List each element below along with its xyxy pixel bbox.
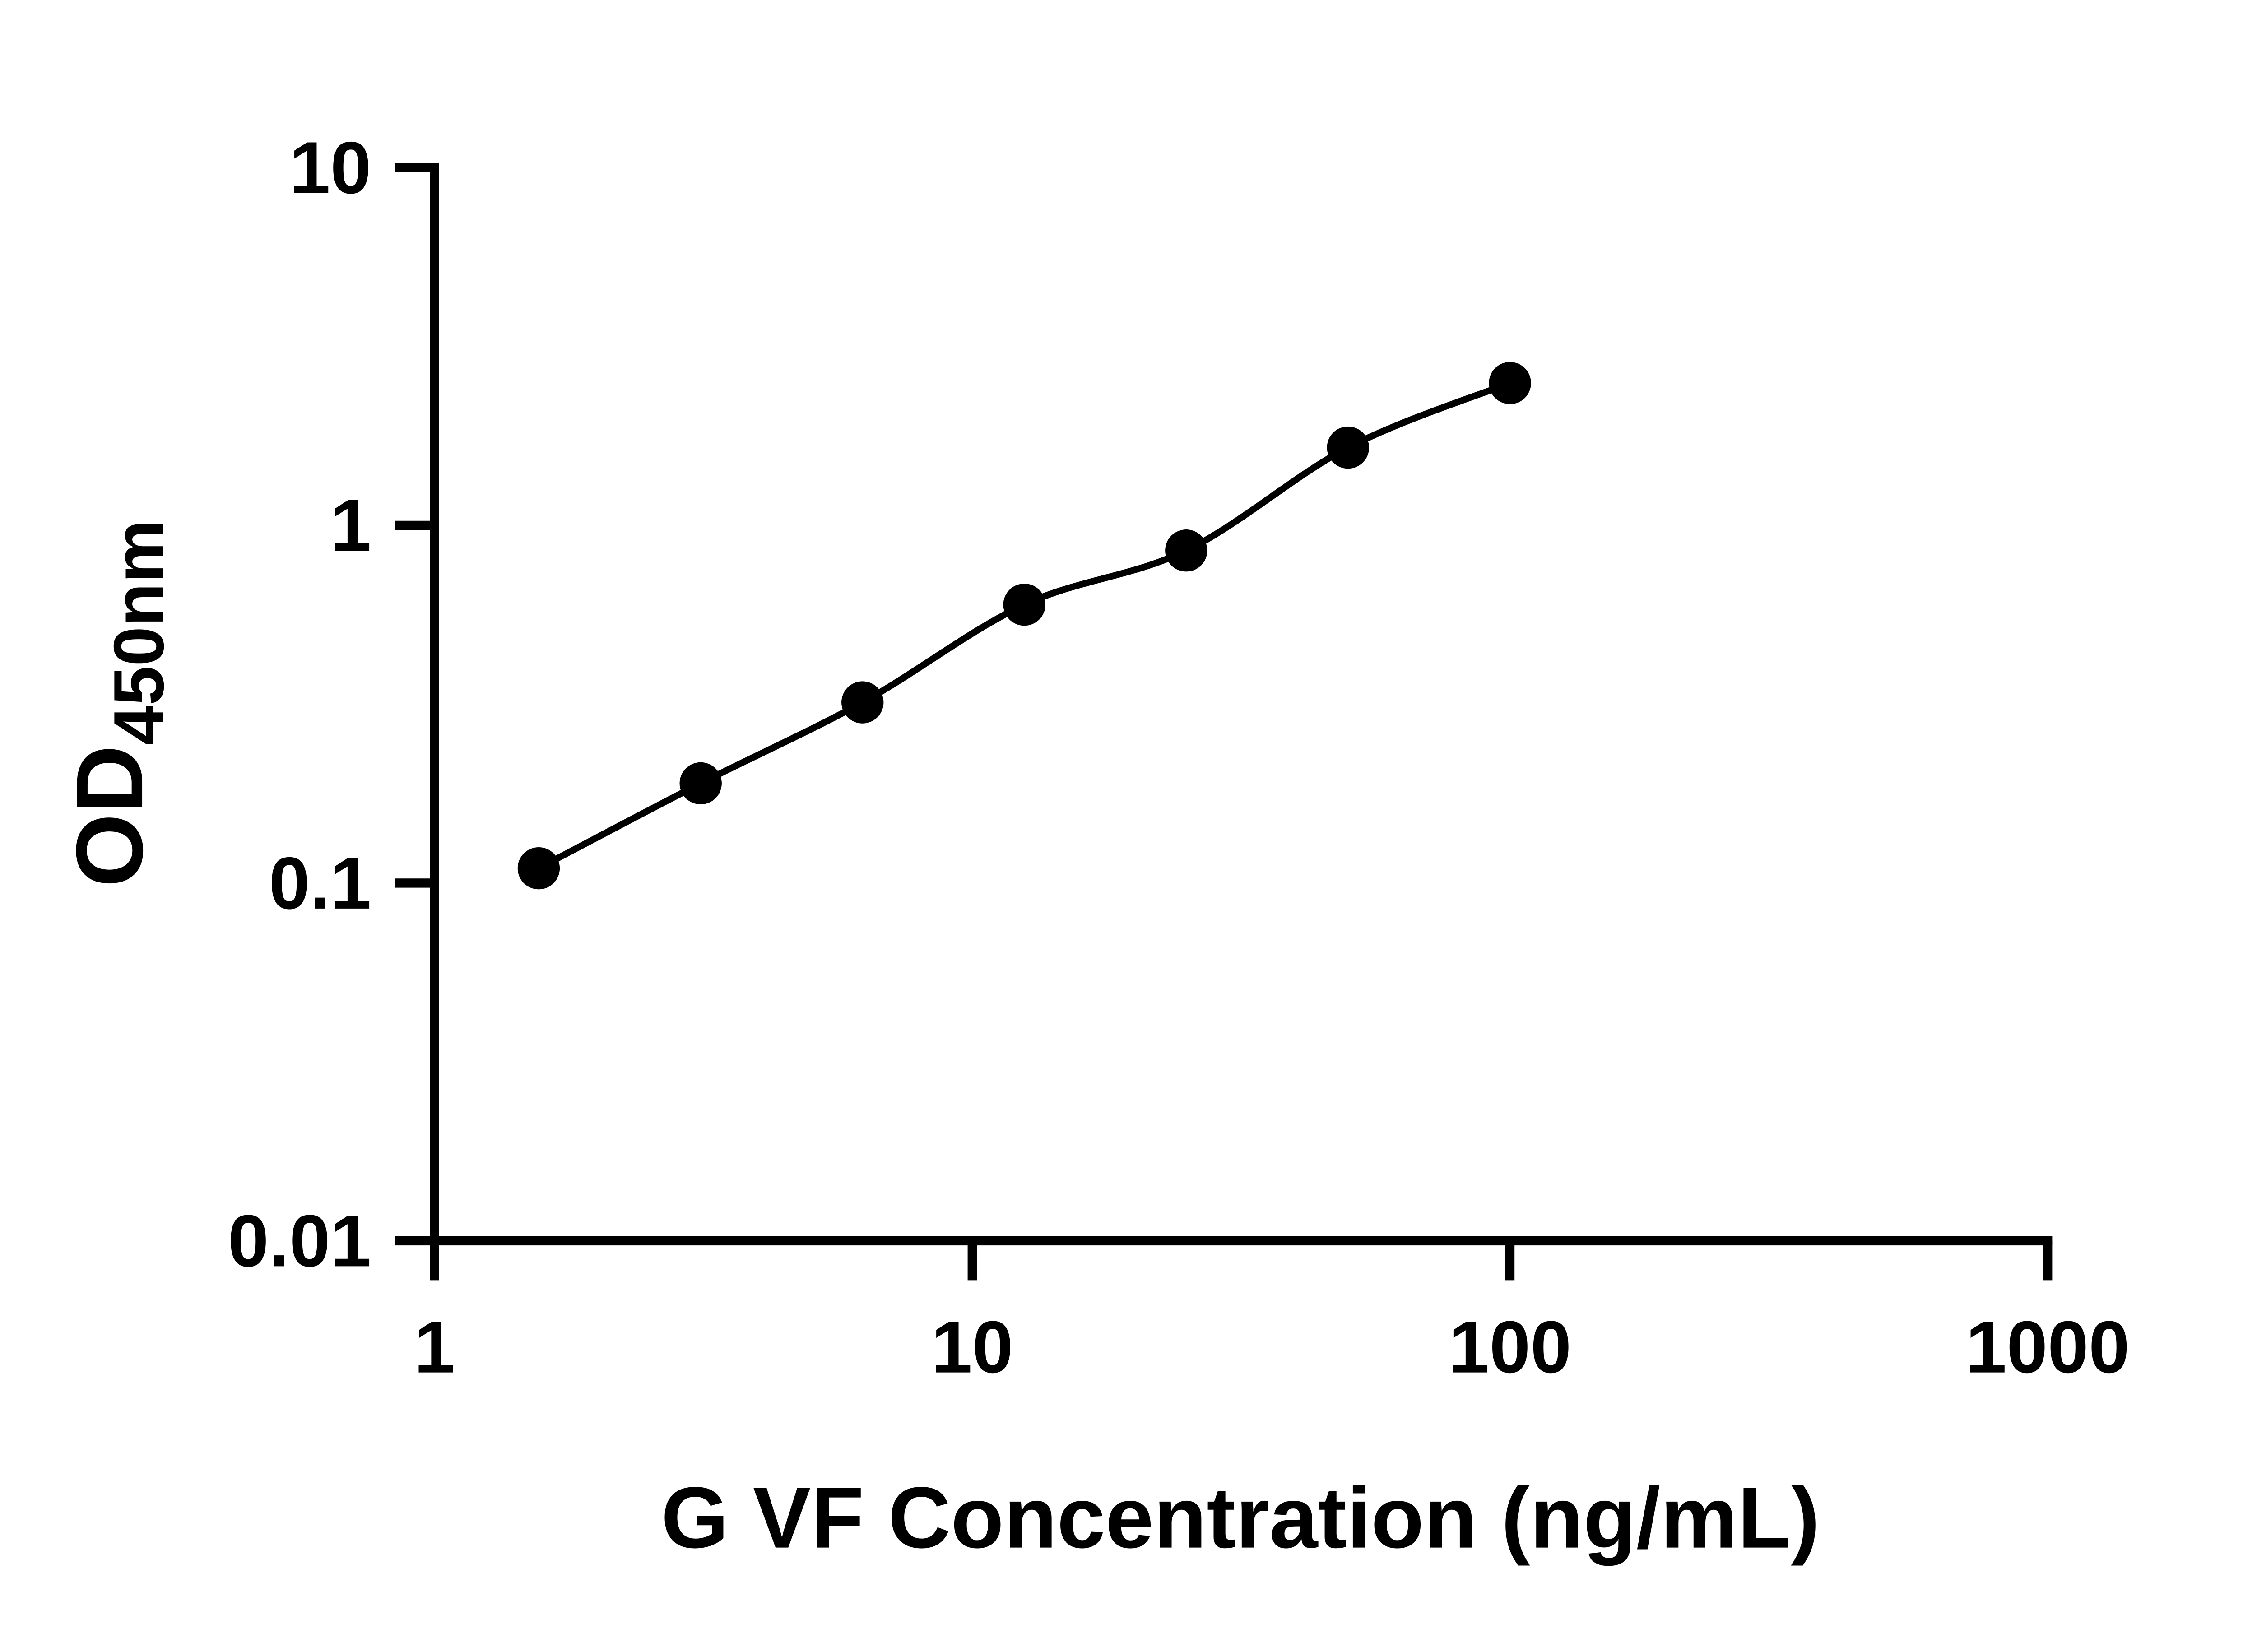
x-axis-title: G VF Concentration (ng/mL) bbox=[661, 1469, 1820, 1566]
data-point bbox=[1327, 426, 1369, 469]
x-tick-label: 1 bbox=[414, 1306, 455, 1388]
y-axis-title-sub: 450nm bbox=[99, 520, 179, 745]
y-tick-label: 0.01 bbox=[228, 1199, 372, 1282]
y-axis-title: OD450nm bbox=[56, 520, 179, 887]
data-point bbox=[1489, 362, 1531, 404]
data-point bbox=[841, 681, 884, 724]
y-tick-label: 0.1 bbox=[269, 842, 372, 924]
x-tick-label: 100 bbox=[1449, 1306, 1572, 1388]
y-axis-title-main: OD bbox=[56, 745, 163, 887]
data-point bbox=[1165, 529, 1207, 572]
y-tick-label: 10 bbox=[289, 126, 372, 209]
x-tick-label: 10 bbox=[931, 1306, 1013, 1388]
data-point bbox=[1003, 583, 1045, 626]
data-point bbox=[517, 847, 560, 890]
data-point bbox=[679, 762, 722, 805]
plot-layer: 1 10 100 1000 0.01 0.1 1 10 bbox=[228, 126, 2130, 1388]
x-tick-label: 1000 bbox=[1965, 1306, 2129, 1388]
y-tick-label: 1 bbox=[330, 484, 372, 566]
axes-frame bbox=[430, 163, 2053, 1246]
